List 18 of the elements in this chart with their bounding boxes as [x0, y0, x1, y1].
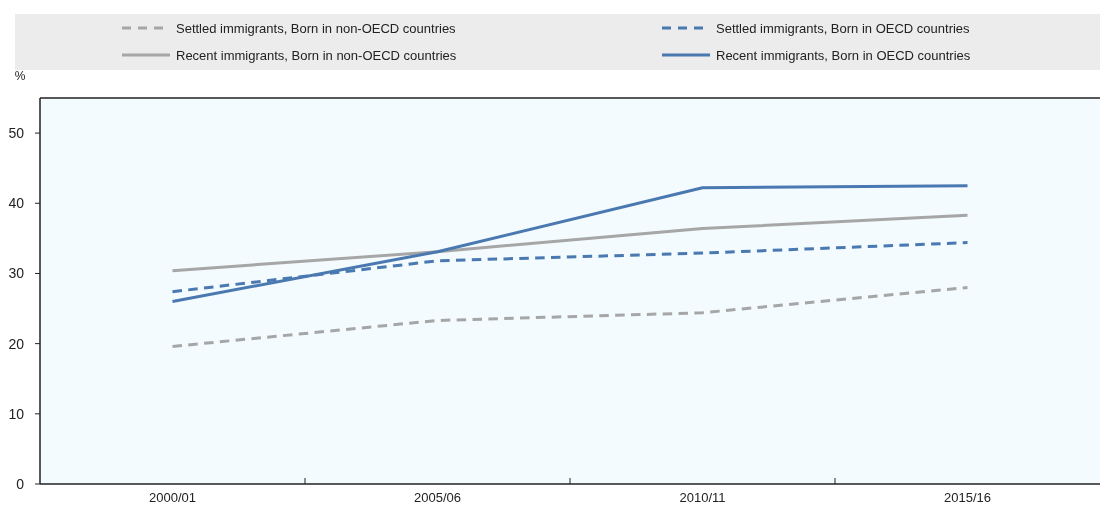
line-series [171, 213, 969, 273]
legend-label: Settled immigrants, Born in non-OECD countries [176, 20, 457, 36]
x-tick-label: 2010/11 [679, 490, 726, 505]
x-tick-label: 2015/16 [944, 490, 991, 505]
legend-label: Recent immigrants, Born in OECD countries [716, 47, 971, 63]
line-series [171, 184, 969, 304]
y-tick-label: 10 [8, 405, 25, 422]
y-tick-label: 40 [8, 195, 25, 212]
line-series [171, 285, 969, 348]
y-tick-label: 30 [8, 265, 25, 282]
y-tick-label: 0 [16, 475, 25, 492]
legend-label: Recent immigrants, Born in non-OECD countries [176, 47, 457, 63]
y-tick-label: 20 [8, 335, 25, 352]
y-axis-title: % [14, 69, 26, 83]
legend-label: Settled immigrants, Born in OECD countries [716, 20, 971, 36]
y-tick-label: 50 [8, 124, 25, 141]
x-tick-label: 2000/01 [149, 490, 196, 505]
x-tick-label: 2005/06 [414, 490, 461, 505]
